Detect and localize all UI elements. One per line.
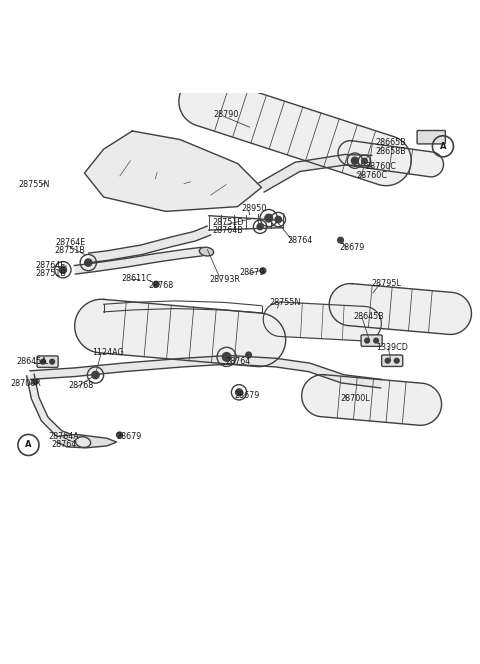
Polygon shape [156, 250, 183, 262]
Polygon shape [302, 374, 442, 426]
Polygon shape [263, 302, 382, 341]
Circle shape [154, 282, 159, 287]
Text: 1124AG: 1124AG [93, 347, 124, 357]
Polygon shape [329, 284, 471, 335]
Circle shape [246, 352, 252, 358]
Polygon shape [259, 162, 300, 192]
Polygon shape [74, 363, 123, 376]
Polygon shape [26, 374, 39, 399]
Text: 1339CD: 1339CD [376, 343, 408, 352]
Polygon shape [182, 247, 202, 258]
Polygon shape [229, 355, 276, 367]
Circle shape [337, 237, 343, 243]
Text: 28755N: 28755N [19, 180, 50, 189]
Text: 28700L: 28700L [340, 394, 370, 402]
Circle shape [84, 259, 92, 266]
Text: 28751D: 28751D [212, 218, 244, 227]
Polygon shape [141, 238, 172, 254]
Polygon shape [84, 131, 262, 211]
Circle shape [260, 268, 266, 274]
Text: A: A [25, 440, 32, 450]
Text: A: A [440, 142, 446, 151]
Circle shape [92, 371, 99, 378]
Polygon shape [182, 355, 230, 367]
Text: 28768: 28768 [148, 281, 174, 290]
Text: 28764E: 28764E [55, 238, 85, 248]
Circle shape [265, 214, 273, 222]
Polygon shape [308, 363, 344, 383]
Polygon shape [58, 430, 80, 445]
Text: 28764: 28764 [287, 236, 312, 244]
Text: 28679: 28679 [116, 432, 142, 441]
Polygon shape [32, 396, 48, 421]
Text: 28950: 28950 [241, 204, 267, 213]
Circle shape [236, 389, 242, 396]
Polygon shape [169, 232, 196, 246]
Text: 28751B: 28751B [55, 246, 85, 255]
FancyBboxPatch shape [382, 355, 403, 367]
Circle shape [257, 224, 263, 230]
Text: 28645B: 28645B [353, 312, 384, 321]
Circle shape [385, 359, 390, 363]
Text: 28764: 28764 [225, 357, 250, 366]
Text: 28793R: 28793R [209, 275, 240, 284]
Circle shape [361, 158, 367, 164]
Text: 28665B: 28665B [375, 139, 406, 147]
Circle shape [365, 338, 370, 343]
Circle shape [351, 157, 358, 164]
Polygon shape [345, 155, 372, 166]
Text: 28658B: 28658B [375, 147, 406, 155]
Text: 28795L: 28795L [371, 279, 401, 288]
Ellipse shape [75, 437, 91, 448]
FancyBboxPatch shape [361, 335, 382, 347]
Polygon shape [338, 141, 444, 177]
Circle shape [395, 359, 399, 363]
Text: 28679: 28679 [235, 390, 260, 400]
Polygon shape [342, 374, 382, 388]
Circle shape [50, 359, 55, 364]
Text: 28764A: 28764A [48, 432, 79, 441]
Text: 28751B: 28751B [36, 269, 66, 278]
Polygon shape [276, 359, 310, 372]
Ellipse shape [199, 247, 214, 256]
Text: 28760C: 28760C [356, 171, 387, 179]
Text: 28700R: 28700R [10, 379, 41, 388]
Circle shape [275, 216, 281, 222]
Text: 28645A: 28645A [16, 357, 47, 366]
Text: 28764E: 28764E [36, 262, 66, 270]
Polygon shape [75, 299, 286, 367]
Text: 28790: 28790 [213, 110, 239, 119]
Circle shape [117, 432, 122, 438]
FancyBboxPatch shape [37, 356, 58, 367]
Text: 28764: 28764 [51, 440, 76, 449]
Circle shape [59, 266, 67, 274]
Polygon shape [30, 368, 75, 379]
Text: 28760C: 28760C [366, 163, 396, 171]
Circle shape [32, 379, 38, 384]
Text: 28611C: 28611C [122, 274, 153, 283]
Polygon shape [108, 245, 143, 260]
Text: 28755N: 28755N [270, 298, 301, 307]
Polygon shape [57, 434, 117, 448]
Polygon shape [127, 254, 157, 267]
Polygon shape [89, 251, 109, 262]
Polygon shape [42, 416, 62, 436]
Polygon shape [297, 155, 346, 172]
Circle shape [222, 353, 231, 361]
Polygon shape [74, 263, 95, 274]
Text: 28679: 28679 [340, 243, 365, 252]
Polygon shape [179, 76, 411, 186]
Text: 28679: 28679 [239, 268, 264, 277]
Text: 28764B: 28764B [213, 226, 243, 235]
Circle shape [374, 338, 379, 343]
Polygon shape [193, 226, 211, 241]
Circle shape [41, 359, 46, 364]
Text: 28768: 28768 [69, 381, 94, 390]
FancyBboxPatch shape [417, 131, 445, 144]
Polygon shape [122, 359, 183, 372]
Polygon shape [94, 258, 128, 272]
